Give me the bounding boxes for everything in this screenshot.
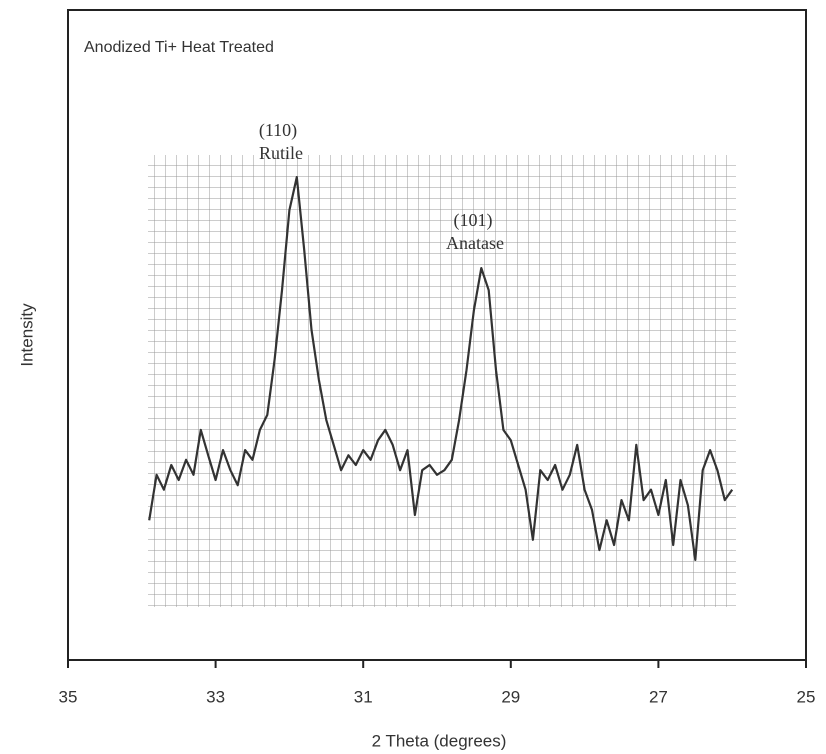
annotation: Rutile bbox=[259, 143, 303, 163]
data-line bbox=[148, 176, 734, 561]
plot-frame bbox=[67, 9, 807, 661]
x-tick-label: 31 bbox=[354, 687, 373, 706]
y-axis-label: Intensity bbox=[17, 303, 36, 367]
annotation: (101) bbox=[454, 210, 493, 231]
chart-title: Anodized Ti+ Heat Treated bbox=[84, 39, 274, 56]
x-axis-label: 2 Theta (degrees) bbox=[372, 731, 507, 750]
x-tick-label: 33 bbox=[206, 687, 225, 706]
annotation: (110) bbox=[259, 120, 297, 141]
annotation: Anatase bbox=[446, 233, 504, 253]
x-tick-label: 29 bbox=[501, 687, 520, 706]
x-tick-label: 35 bbox=[59, 687, 78, 706]
x-tick-label: 25 bbox=[797, 687, 816, 706]
chart-paper-grid bbox=[148, 155, 736, 607]
x-tick-label: 27 bbox=[649, 687, 668, 706]
